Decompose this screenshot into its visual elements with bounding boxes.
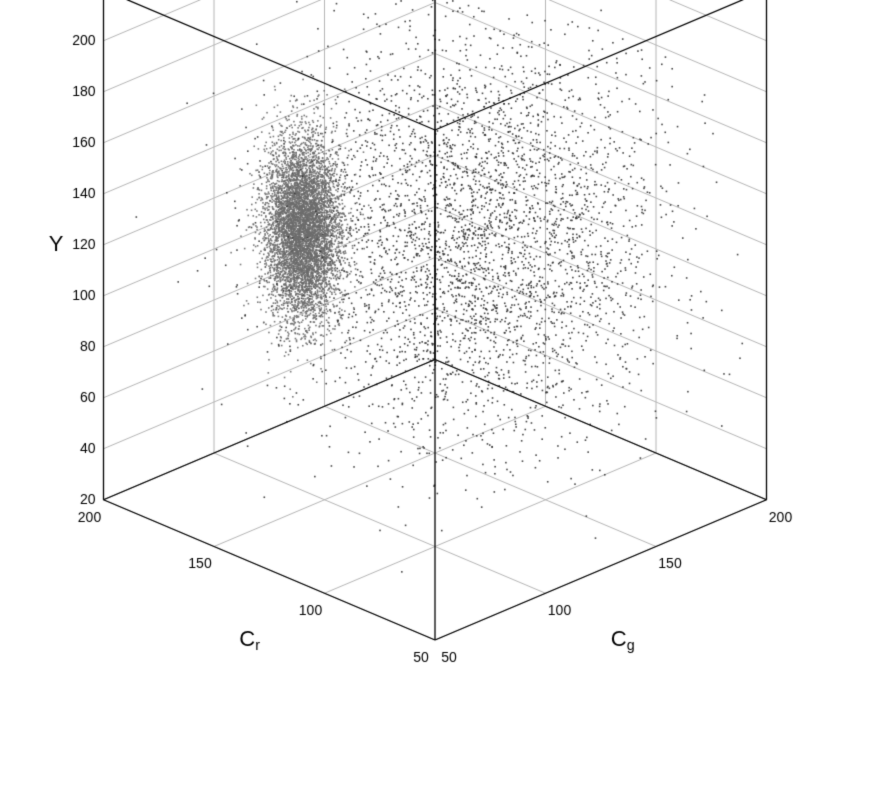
scatter3d-chart [0,0,870,785]
chart-canvas [0,0,870,785]
